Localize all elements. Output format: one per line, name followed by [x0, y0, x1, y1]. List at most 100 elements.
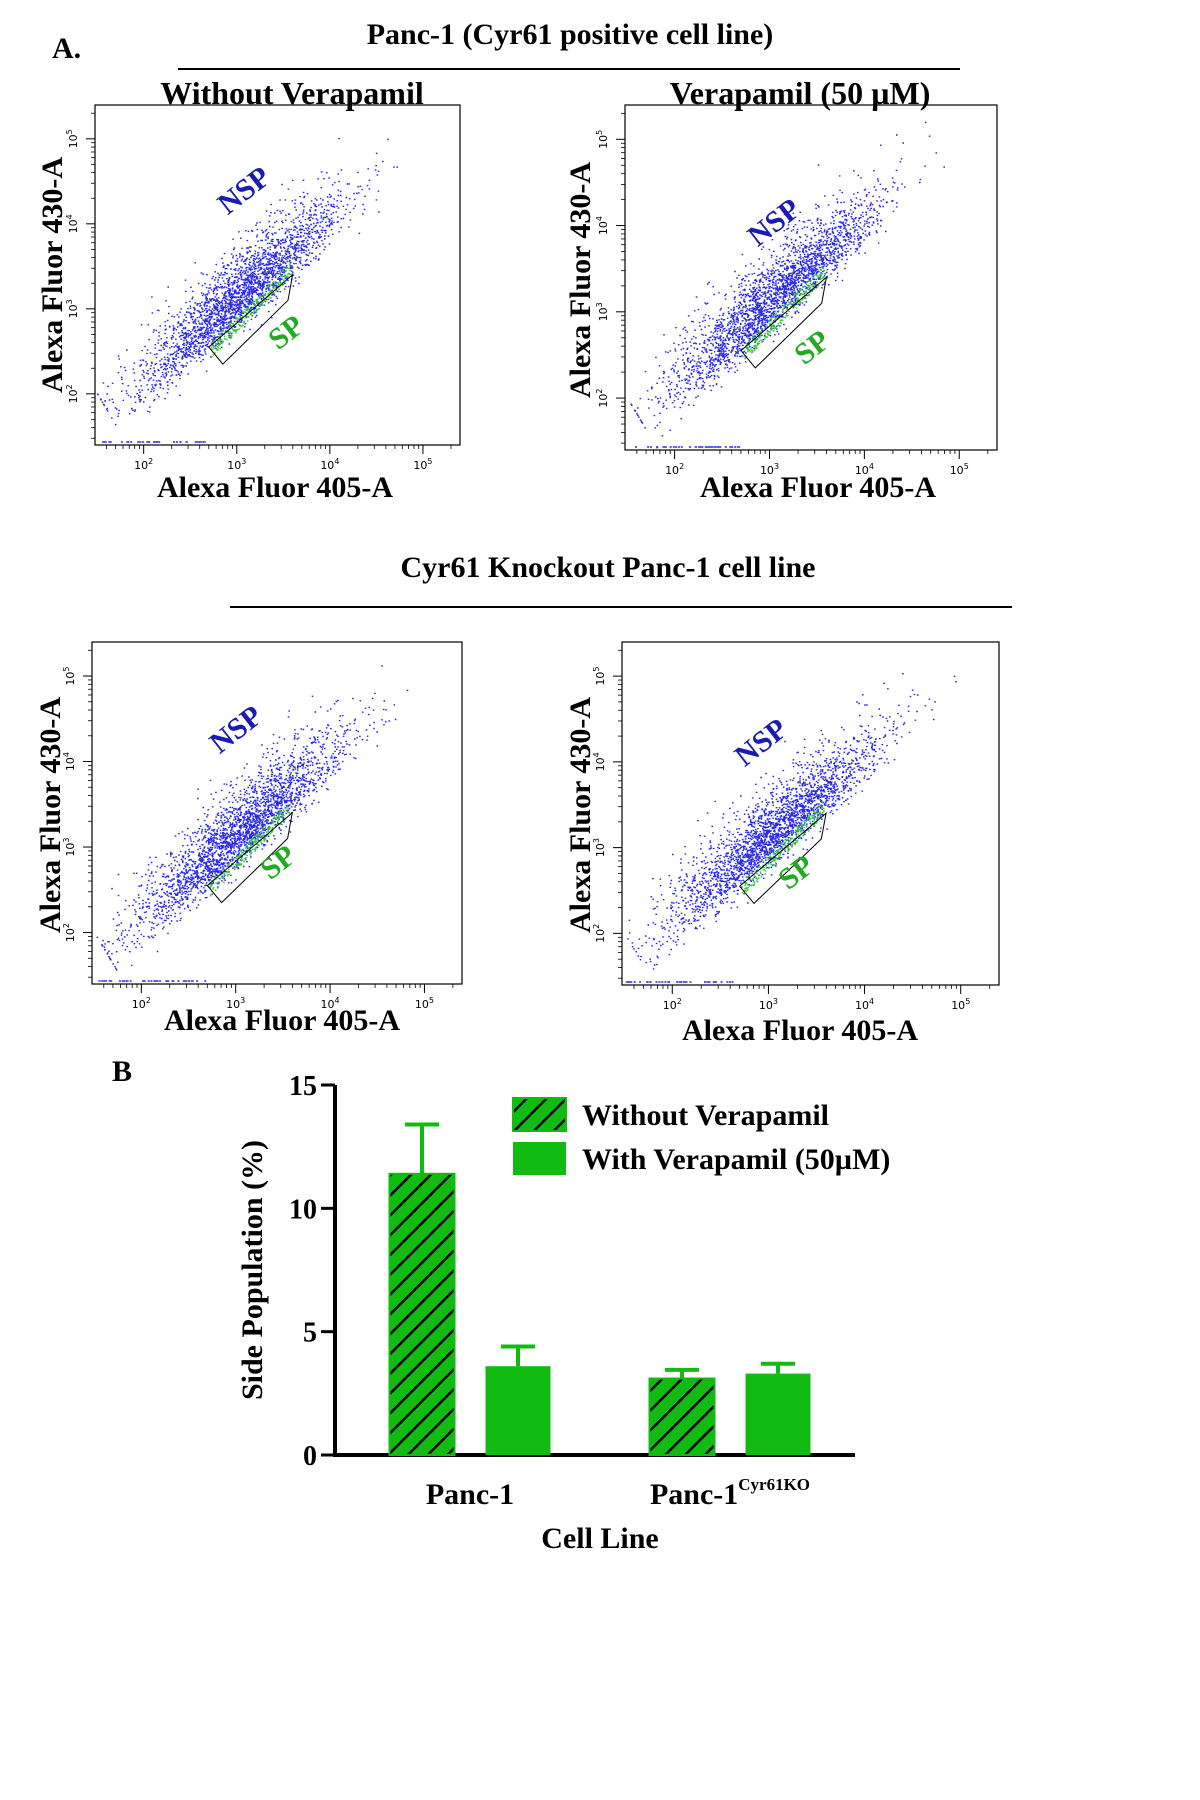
sp-gate — [740, 276, 828, 369]
group1-title: Panc-1 (Cyr61 positive cell line) — [366, 18, 774, 51]
x-axis-label: Alexa Fluor 405-A — [164, 1004, 400, 1037]
y-tick-exponent: 4 — [62, 752, 71, 757]
y-tick-exponent: 2 — [592, 924, 601, 929]
nsp-points — [96, 665, 409, 982]
x-tick-exponent: 5 — [427, 457, 432, 466]
y-tick-exponent: 3 — [595, 302, 604, 307]
plot-frame — [621, 641, 1000, 986]
legend-swatch — [512, 1097, 567, 1132]
y-tick-exponent: 4 — [595, 216, 604, 221]
axis-ticks — [616, 112, 989, 459]
x-axis-label: Alexa Fluor 405-A — [682, 1014, 918, 1047]
x-tick-label: 102 — [665, 462, 684, 477]
bar-without-verapamil — [648, 1377, 716, 1456]
y-tick-label: 105 — [592, 667, 607, 686]
nsp-gate-label: NSP — [204, 699, 269, 760]
plot-frame — [94, 104, 461, 446]
x-tick-exponent: 4 — [869, 462, 874, 471]
nsp-gate-label: NSP — [742, 192, 807, 253]
x-tick-exponent: 5 — [965, 997, 970, 1006]
x-tick-exponent: 2 — [677, 997, 682, 1006]
bar-with-verapamil — [745, 1373, 811, 1455]
plot-frame — [624, 104, 998, 451]
bar-without-verapamil — [388, 1172, 456, 1457]
plot-frame — [91, 641, 463, 985]
sp-points — [209, 805, 291, 897]
sp-gate-label: SP — [254, 839, 302, 887]
x-tick-label: 105 — [950, 462, 969, 477]
x-axis-label: Alexa Fluor 405-A — [157, 471, 393, 504]
x-tick-exponent: 3 — [773, 997, 778, 1006]
y-tick-exponent: 5 — [595, 130, 604, 135]
panel-b-label: B — [112, 1055, 133, 1088]
y-tick-exponent: 2 — [595, 389, 604, 394]
x-tick-exponent: 2 — [146, 996, 151, 1005]
y-tick-exponent: 5 — [65, 129, 74, 134]
legend-label: With Verapamil (50µM) — [582, 1143, 890, 1176]
sp-gate-label: SP — [788, 324, 836, 372]
nsp-points — [625, 673, 957, 983]
x-tick-exponent: 4 — [869, 997, 874, 1006]
x-tick-label: 105 — [951, 997, 970, 1012]
x-tick-exponent: 2 — [679, 462, 684, 471]
y-tick-label: 105 — [62, 666, 77, 685]
y-axis-label: Alexa Fluor 430-A — [564, 697, 597, 933]
axis-ticks — [83, 649, 454, 993]
y-tick-exponent: 2 — [65, 384, 74, 389]
sp-points — [211, 263, 292, 358]
y-tick-label: 102 — [595, 389, 610, 408]
x-tick-exponent: 3 — [241, 457, 246, 466]
x-tick-label: 102 — [132, 996, 151, 1011]
bar-y-tick-label: 10 — [289, 1194, 317, 1225]
sp-points — [743, 267, 825, 360]
y-tick-label: 103 — [595, 302, 610, 321]
bar-y-tick-label: 15 — [289, 1071, 317, 1102]
y-tick-exponent: 5 — [62, 666, 71, 671]
x-tick-label: 103 — [759, 997, 778, 1012]
bar-y-axis-label: Side Population (%) — [236, 1140, 269, 1400]
y-axis-label: Alexa Fluor 430-A — [36, 157, 69, 393]
legend-label: Without Verapamil — [582, 1099, 829, 1132]
y-axis-label: Alexa Fluor 430-A — [564, 162, 597, 398]
group1-rule — [178, 68, 960, 70]
nsp-gate-label: NSP — [729, 712, 794, 773]
bar-y-tick-label: 0 — [303, 1441, 317, 1472]
y-tick-exponent: 5 — [592, 667, 601, 672]
y-tick-exponent: 2 — [62, 923, 71, 928]
y-tick-exponent: 3 — [62, 837, 71, 842]
sp-gate-label: SP — [262, 309, 310, 357]
axis-ticks — [613, 649, 991, 994]
scatter-points — [97, 137, 398, 443]
nsp-points — [630, 121, 945, 449]
bar-category-label: Panc-1 — [426, 1478, 514, 1511]
x-tick-exponent: 4 — [334, 457, 339, 466]
sp-gate — [738, 812, 827, 905]
bar-with-verapamil — [485, 1366, 551, 1455]
y-tick-exponent: 3 — [65, 299, 74, 304]
y-tick-label: 105 — [595, 130, 610, 149]
x-tick-label: 103 — [227, 457, 246, 472]
group2-rule — [230, 606, 1012, 608]
y-tick-exponent: 4 — [65, 214, 74, 219]
y-tick-exponent: 3 — [592, 838, 601, 843]
x-tick-label: 102 — [663, 997, 682, 1012]
bar-y-tick-label: 5 — [303, 1318, 317, 1349]
bar-legend: Without Verapamil With Verapamil (50µM) — [512, 1097, 890, 1176]
y-tick-exponent: 4 — [592, 752, 601, 757]
scatter-points — [96, 665, 409, 982]
x-tick-label: 104 — [320, 457, 339, 472]
x-tick-exponent: 3 — [774, 462, 779, 471]
bar-x-axis-label: Cell Line — [541, 1522, 659, 1555]
x-tick-label: 105 — [413, 457, 432, 472]
x-tick-label: 104 — [855, 997, 874, 1012]
x-axis-label: Alexa Fluor 405-A — [700, 471, 936, 504]
panel-a-label: A. — [52, 32, 82, 65]
x-tick-exponent: 4 — [335, 996, 340, 1005]
x-tick-exponent: 2 — [148, 457, 153, 466]
sp-gate — [208, 273, 294, 365]
